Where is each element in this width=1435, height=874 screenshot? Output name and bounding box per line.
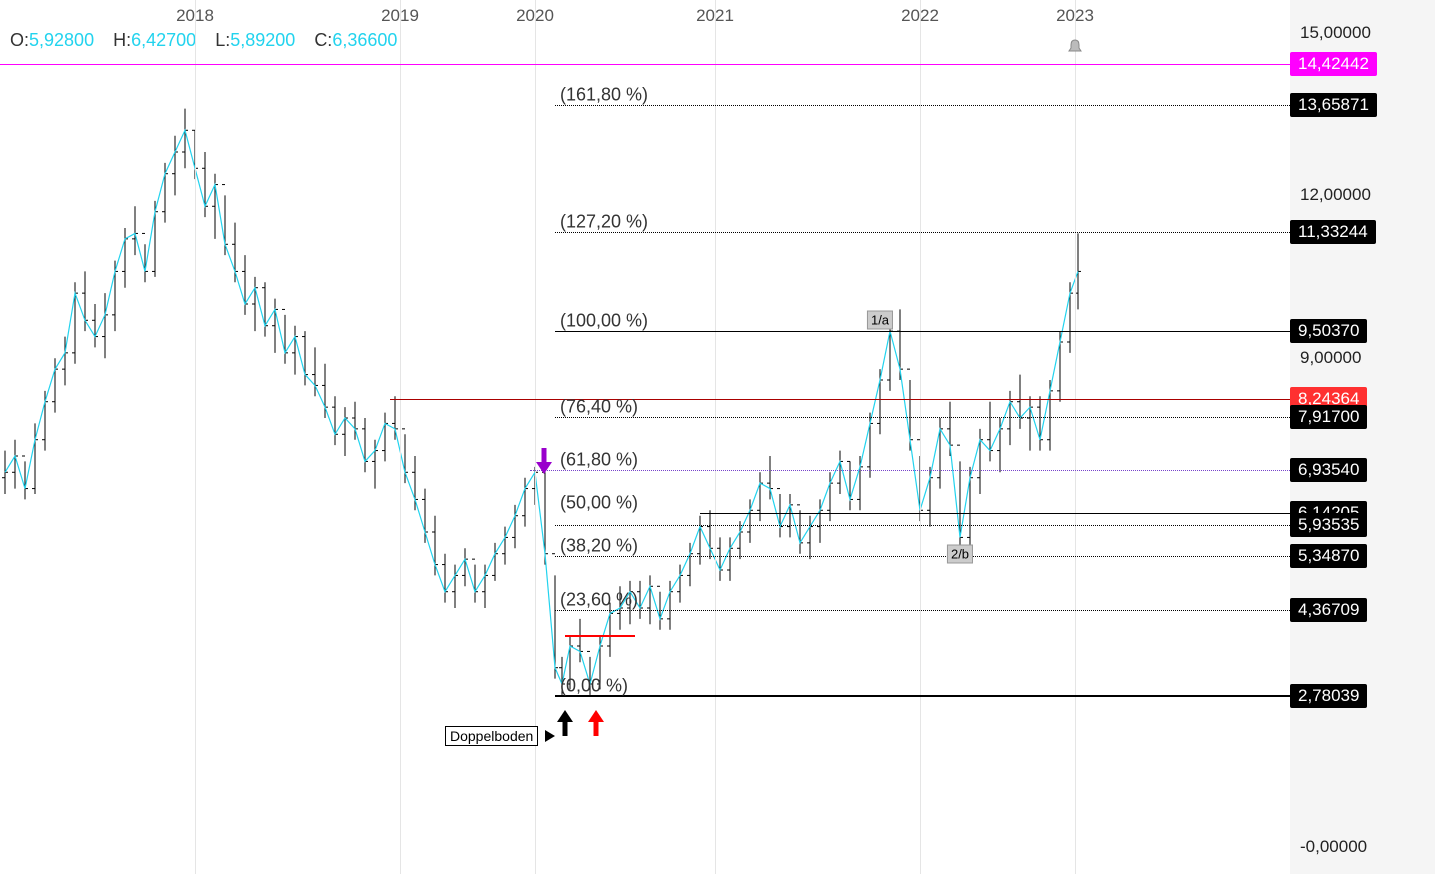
price-axis-tag: 5,34870 (1290, 544, 1367, 568)
price-axis-tag: 11,33244 (1290, 220, 1376, 244)
fib-level-label: (50,00 %) (560, 493, 638, 514)
fib-level-label: (127,20 %) (560, 211, 648, 232)
x-axis-year-label: 2020 (516, 6, 554, 26)
horizontal-level-line[interactable] (555, 417, 1290, 418)
y-axis-area (1290, 0, 1435, 874)
horizontal-level-line[interactable] (555, 556, 1290, 557)
ohlc-close-label: C: (314, 30, 332, 50)
horizontal-level-line[interactable] (555, 331, 1290, 332)
black-arrow-up-icon[interactable] (556, 708, 574, 741)
horizontal-level-line[interactable] (390, 399, 1290, 400)
price-chart-svg (0, 0, 1290, 874)
y-axis-tick-label: -0,00000 (1300, 837, 1367, 857)
horizontal-level-line[interactable] (555, 105, 1290, 106)
red-arrow-up-icon[interactable] (587, 708, 605, 741)
grid-vertical (715, 0, 716, 874)
x-axis-year-label: 2019 (381, 6, 419, 26)
horizontal-level-line[interactable] (530, 470, 1290, 471)
doppelboden-pointer-icon (545, 730, 555, 742)
grid-vertical (1075, 0, 1076, 874)
x-axis-year-label: 2018 (176, 6, 214, 26)
price-axis-tag: 14,42442 (1290, 52, 1377, 76)
x-axis-year-label: 2021 (696, 6, 734, 26)
y-axis-tick-label: 12,00000 (1300, 185, 1371, 205)
price-axis-tag: 6,93540 (1290, 458, 1367, 482)
price-axis-tag: 13,65871 (1290, 93, 1377, 117)
ohlc-readout: O:5,92800 H:6,42700 L:5,89200 C:6,36600 (10, 30, 411, 51)
chart-plot-area[interactable] (0, 0, 1290, 874)
horizontal-level-line[interactable] (555, 610, 1290, 611)
price-axis-tag: 5,93535 (1290, 513, 1367, 537)
fib-level-label: (161,80 %) (560, 85, 648, 106)
grid-vertical (920, 0, 921, 874)
doppelboden-annotation[interactable]: Doppelboden (445, 726, 538, 746)
price-axis-tag: 9,50370 (1290, 319, 1367, 343)
fib-level-label: (100,00 %) (560, 310, 648, 331)
horizontal-level-line[interactable] (555, 525, 1290, 526)
elliott-wave-label[interactable]: 2/b (947, 544, 973, 563)
ohlc-high-value: 6,42700 (131, 30, 196, 50)
neckline-segment[interactable] (565, 635, 635, 637)
horizontal-level-line[interactable] (0, 64, 1290, 65)
x-axis-year-label: 2023 (1056, 6, 1094, 26)
grid-vertical (195, 0, 196, 874)
ohlc-low-label: L: (215, 30, 230, 50)
y-axis-tick-label: 15,00000 (1300, 23, 1371, 43)
horizontal-level-line[interactable] (700, 513, 1290, 514)
price-axis-tag: 7,91700 (1290, 405, 1367, 429)
elliott-wave-label[interactable]: 1/a (867, 311, 893, 330)
ohlc-open-value: 5,92800 (29, 30, 94, 50)
purple-arrow-down-icon[interactable] (535, 448, 553, 481)
price-axis-tag: 2,78039 (1290, 684, 1367, 708)
ohlc-open-label: O: (10, 30, 29, 50)
horizontal-level-line[interactable] (555, 695, 1290, 697)
fib-level-label: (76,40 %) (560, 397, 638, 418)
ohlc-low-value: 5,89200 (230, 30, 295, 50)
ohlc-close-value: 6,36600 (332, 30, 397, 50)
horizontal-level-line[interactable] (555, 232, 1290, 233)
x-axis-year-label: 2022 (901, 6, 939, 26)
price-axis-tag: 4,36709 (1290, 598, 1367, 622)
fib-level-label: (61,80 %) (560, 450, 638, 471)
fib-level-label: (38,20 %) (560, 536, 638, 557)
alert-bell-icon[interactable] (1067, 38, 1083, 59)
grid-vertical (400, 0, 401, 874)
fib-level-label: (0,00 %) (560, 675, 628, 696)
fib-level-label: (23,60 %) (560, 589, 638, 610)
y-axis-tick-label: 9,00000 (1300, 348, 1361, 368)
ohlc-high-label: H: (113, 30, 131, 50)
